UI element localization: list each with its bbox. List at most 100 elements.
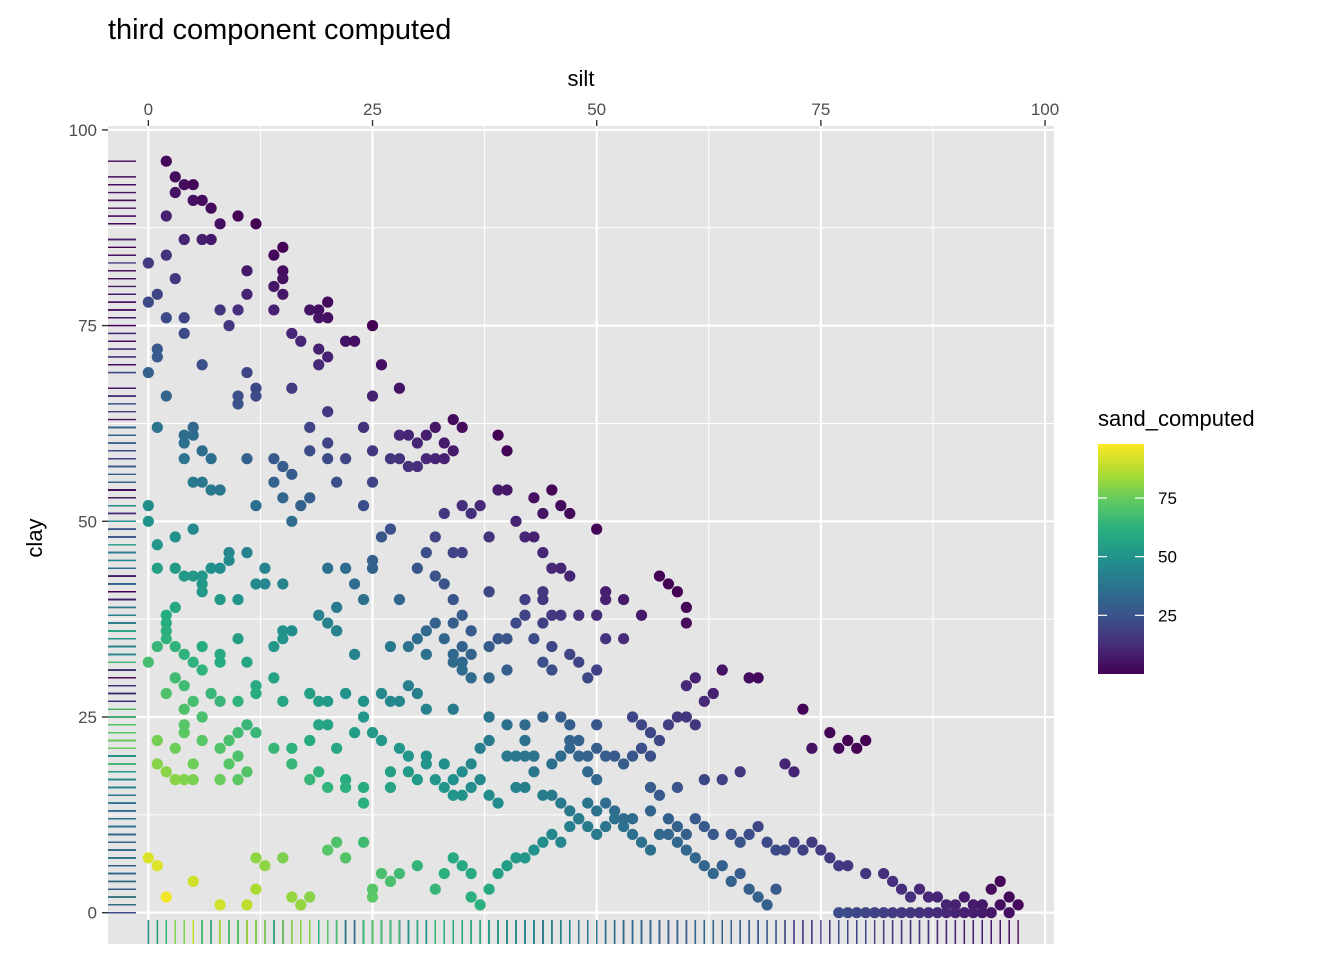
data-point xyxy=(483,789,495,801)
data-point xyxy=(331,836,343,848)
data-point xyxy=(689,852,701,864)
data-point xyxy=(707,687,719,700)
data-point xyxy=(644,781,657,794)
data-point xyxy=(591,609,603,621)
data-point xyxy=(313,766,325,778)
data-point xyxy=(528,633,540,645)
data-point xyxy=(304,687,316,700)
data-point xyxy=(151,539,163,551)
data-point xyxy=(438,867,450,880)
data-point xyxy=(492,867,504,880)
data-point xyxy=(779,758,791,770)
data-point xyxy=(689,672,701,684)
data-point xyxy=(420,453,432,465)
data-point xyxy=(707,867,719,880)
data-point xyxy=(617,633,630,645)
data-point xyxy=(420,429,432,441)
data-point xyxy=(528,766,540,778)
data-point xyxy=(322,312,334,324)
data-point xyxy=(313,359,325,371)
data-point xyxy=(241,366,253,379)
data-point xyxy=(187,429,199,441)
data-point xyxy=(788,836,800,848)
data-point xyxy=(411,860,423,872)
data-point xyxy=(277,492,289,504)
data-point xyxy=(223,320,235,332)
data-point xyxy=(322,844,334,856)
data-point xyxy=(402,766,414,778)
data-point xyxy=(169,774,181,786)
data-point xyxy=(779,844,791,856)
data-point xyxy=(519,719,531,731)
data-point xyxy=(447,774,459,786)
data-point xyxy=(546,758,558,770)
data-point xyxy=(366,476,379,488)
chart-title: third component computed xyxy=(108,14,451,46)
data-point xyxy=(546,609,558,621)
data-point xyxy=(259,562,271,574)
data-point xyxy=(671,836,683,848)
data-point xyxy=(169,171,181,183)
data-point xyxy=(187,875,199,887)
data-point xyxy=(734,867,746,880)
data-point xyxy=(322,437,334,449)
data-point xyxy=(653,734,666,747)
data-point xyxy=(232,593,244,606)
data-point xyxy=(761,836,773,848)
data-point xyxy=(600,820,612,833)
data-point xyxy=(600,633,612,645)
data-point xyxy=(573,656,585,668)
data-point xyxy=(375,687,388,700)
rug-bottom xyxy=(147,920,1019,944)
data-point xyxy=(456,860,468,872)
data-point xyxy=(411,460,423,473)
data-point xyxy=(904,891,917,903)
data-point xyxy=(456,656,468,668)
data-point xyxy=(402,750,414,762)
data-point xyxy=(662,719,675,731)
data-point xyxy=(922,907,935,919)
data-point xyxy=(582,797,594,809)
data-point xyxy=(178,727,190,739)
data-point xyxy=(313,695,325,707)
data-point xyxy=(205,484,217,496)
data-point xyxy=(438,507,450,520)
data-point xyxy=(196,586,208,598)
data-point xyxy=(241,547,253,559)
data-point xyxy=(304,421,316,433)
data-point xyxy=(707,828,719,841)
data-point xyxy=(196,445,208,457)
data-point xyxy=(671,820,683,833)
data-point xyxy=(716,664,728,676)
data-point xyxy=(411,687,423,700)
data-point xyxy=(483,734,495,747)
data-point xyxy=(196,233,208,246)
data-point xyxy=(402,640,414,653)
data-point xyxy=(277,852,289,864)
data-point xyxy=(286,327,298,340)
data-point xyxy=(250,883,262,895)
data-point xyxy=(169,672,181,684)
data-point xyxy=(196,734,208,747)
data-point xyxy=(411,633,423,645)
data-point xyxy=(322,453,334,465)
data-point xyxy=(286,382,298,394)
data-point xyxy=(277,633,289,645)
data-point xyxy=(286,625,298,637)
data-point xyxy=(582,672,594,684)
data-point xyxy=(331,742,343,754)
data-point xyxy=(940,899,952,911)
data-point xyxy=(169,742,181,754)
data-point xyxy=(438,453,450,465)
data-point xyxy=(322,296,334,308)
data-point xyxy=(761,899,773,911)
data-point xyxy=(187,695,199,707)
data-point xyxy=(196,664,208,676)
data-point xyxy=(402,429,414,441)
data-point xyxy=(169,186,181,199)
data-point xyxy=(438,758,450,770)
data-point xyxy=(931,907,944,919)
data-point xyxy=(958,891,970,903)
data-point xyxy=(160,312,172,324)
